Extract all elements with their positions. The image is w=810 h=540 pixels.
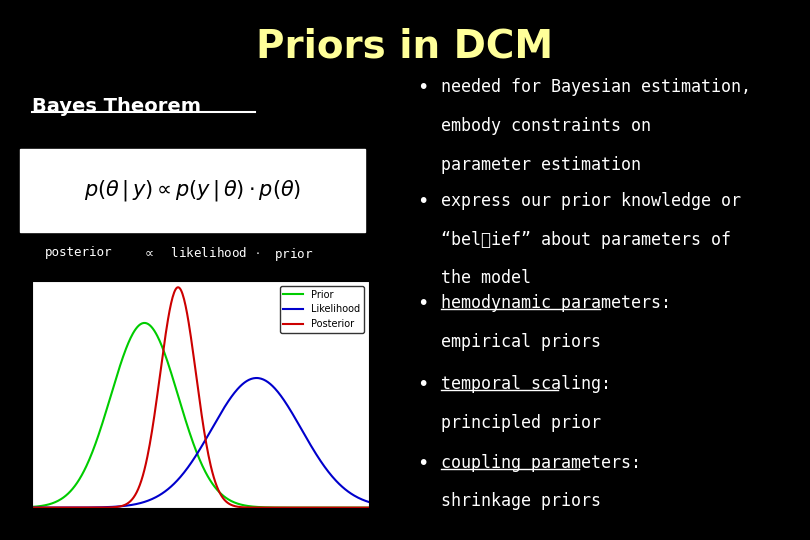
Text: parameter estimation: parameter estimation <box>441 156 642 174</box>
Likelihood <box>386 503 396 509</box>
Likelihood <box>232 387 241 393</box>
Likelihood <box>186 460 196 467</box>
Legend: Prior, Likelihood, Posterior: Prior, Likelihood, Posterior <box>279 286 364 333</box>
Text: •: • <box>417 454 428 472</box>
Posterior <box>5 504 15 511</box>
Text: •: • <box>417 294 428 313</box>
Text: coupling parameters:: coupling parameters: <box>441 454 642 471</box>
Text: $\cdot$  prior: $\cdot$ prior <box>255 246 313 262</box>
Prior <box>187 436 197 442</box>
Posterior <box>386 504 396 511</box>
Text: •: • <box>417 192 428 211</box>
Text: posterior: posterior <box>45 246 112 259</box>
Text: •: • <box>417 78 428 97</box>
Line: Likelihood: Likelihood <box>10 378 391 508</box>
Likelihood <box>5 504 15 511</box>
Text: empirical priors: empirical priors <box>441 333 602 351</box>
Posterior <box>318 504 328 511</box>
Posterior <box>189 356 198 362</box>
Text: Bayes Theorem: Bayes Theorem <box>32 97 202 116</box>
Posterior <box>377 504 387 511</box>
Prior <box>212 486 222 492</box>
Posterior <box>173 284 183 291</box>
Likelihood <box>377 502 387 508</box>
Text: $p(\theta\,|\,y) \propto p(y\,|\,\theta)\cdot p(\theta)$: $p(\theta\,|\,y) \propto p(y\,|\,\theta)… <box>83 178 301 203</box>
Prior <box>377 504 387 511</box>
Likelihood <box>189 456 198 463</box>
Text: Priors in DCM: Priors in DCM <box>257 27 553 65</box>
Line: Posterior: Posterior <box>10 287 391 508</box>
Text: principled prior: principled prior <box>441 414 602 432</box>
Text: the model: the model <box>441 269 531 287</box>
Text: $\propto$  likelihood: $\propto$ likelihood <box>142 246 247 260</box>
FancyBboxPatch shape <box>20 148 364 232</box>
Text: express our prior knowledge or: express our prior knowledge or <box>441 192 741 210</box>
Text: needed for Bayesian estimation,: needed for Bayesian estimation, <box>441 78 752 96</box>
Prior <box>189 442 198 449</box>
Likelihood <box>318 461 328 468</box>
Text: hemodynamic parameters:: hemodynamic parameters: <box>441 294 671 312</box>
Prior <box>386 504 396 511</box>
Text: “bel​ief” about parameters of: “bel​ief” about parameters of <box>441 231 731 248</box>
Prior <box>318 504 328 511</box>
Likelihood <box>252 375 262 381</box>
Posterior <box>212 483 222 490</box>
Posterior <box>187 339 197 346</box>
Text: temporal scaling:: temporal scaling: <box>441 375 612 393</box>
Likelihood <box>211 418 221 424</box>
Text: shrinkage priors: shrinkage priors <box>441 492 602 510</box>
Text: embody constraints on: embody constraints on <box>441 117 651 135</box>
Prior <box>5 504 15 511</box>
Text: •: • <box>417 375 428 394</box>
Posterior <box>232 503 242 510</box>
Prior <box>232 501 242 507</box>
Prior <box>139 320 149 326</box>
Line: Prior: Prior <box>10 323 391 508</box>
